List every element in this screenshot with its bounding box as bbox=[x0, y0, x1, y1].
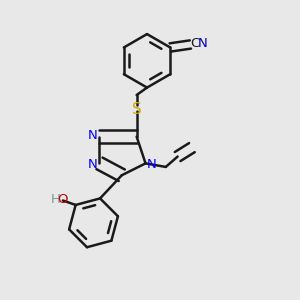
Text: N: N bbox=[147, 158, 157, 171]
Text: N: N bbox=[88, 129, 98, 142]
Text: N: N bbox=[88, 158, 98, 171]
Text: S: S bbox=[132, 102, 142, 117]
Text: C: C bbox=[190, 38, 200, 50]
Text: O: O bbox=[57, 193, 68, 206]
Text: N: N bbox=[198, 38, 208, 50]
Text: H: H bbox=[51, 193, 61, 206]
